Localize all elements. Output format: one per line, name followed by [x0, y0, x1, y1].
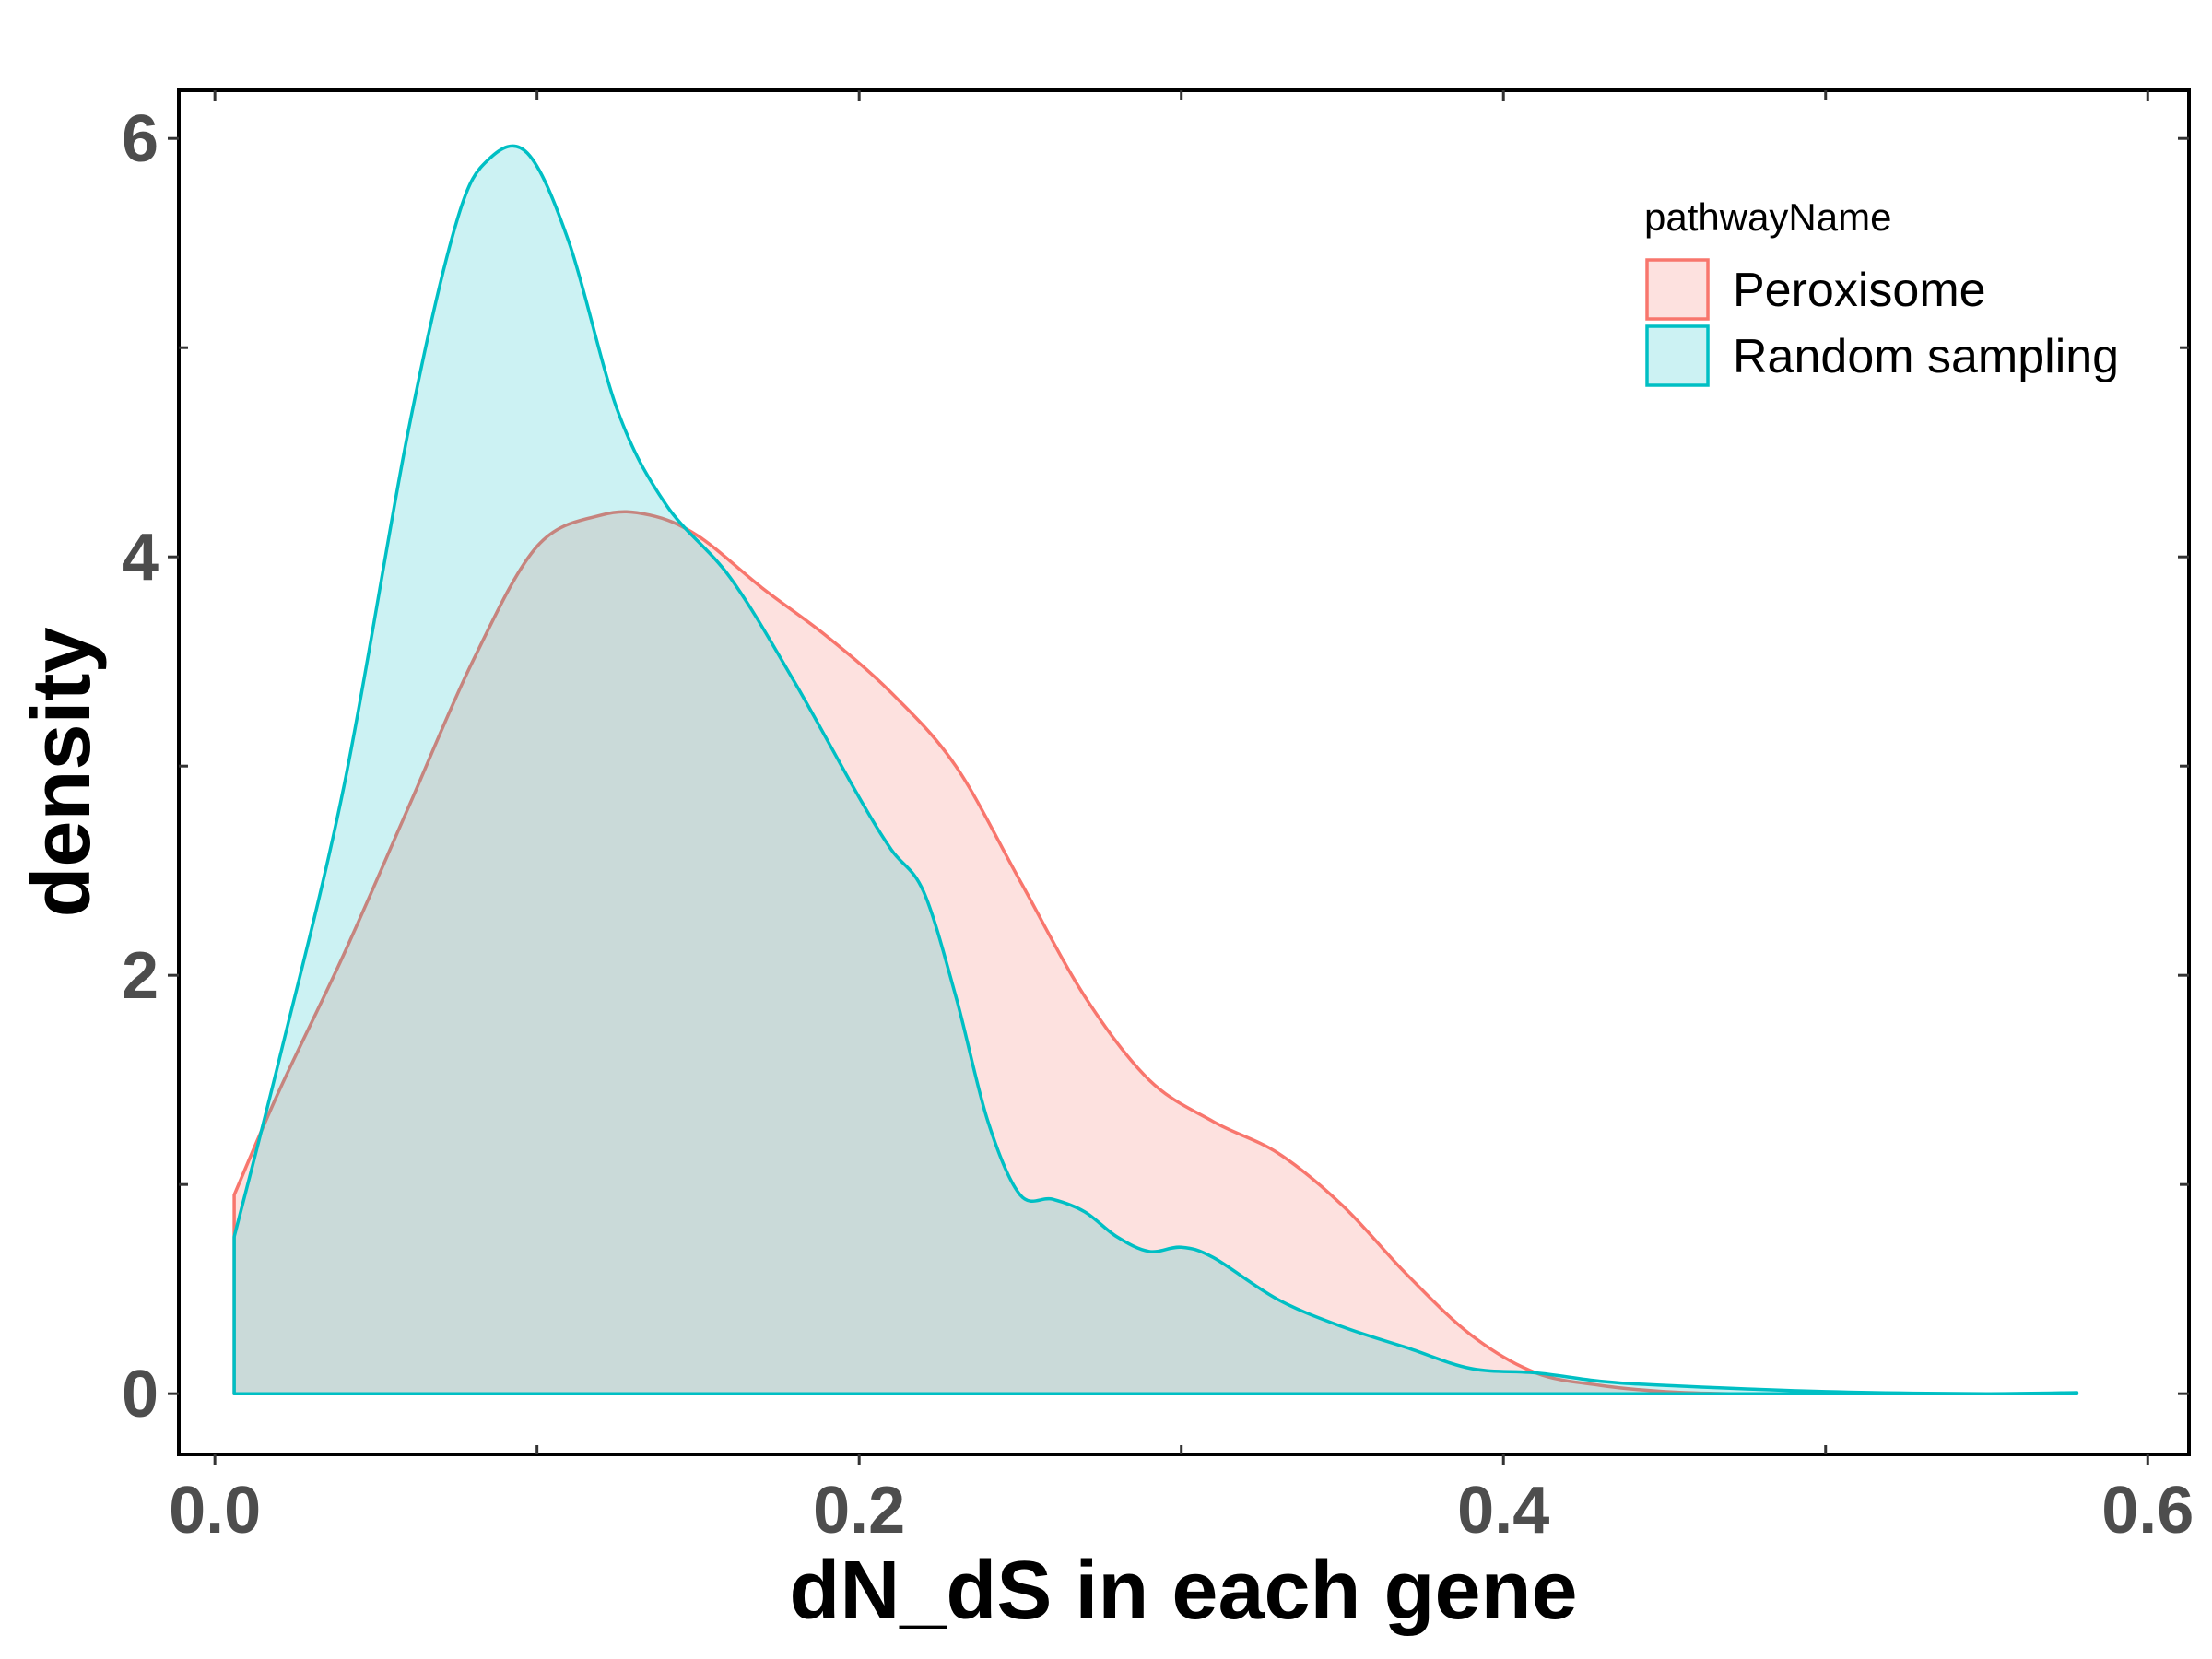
x-tick-label: 0.0 [169, 1474, 261, 1547]
legend-key-swatch [1645, 258, 1710, 321]
legend-entry-label: Random sampling [1733, 330, 2119, 383]
legend-entry-label: Peroxisome [1733, 264, 1986, 317]
x-tick-label: 0.4 [1457, 1474, 1549, 1547]
x-axis-title: dN_dS in each gene [789, 1545, 1577, 1637]
x-tick-label: 0.2 [813, 1474, 905, 1547]
legend-title: pathwayName [1644, 195, 1891, 239]
x-tick-label: 0.6 [2101, 1474, 2194, 1547]
x-axis: 0.0 0.2 0.4 0.6 [169, 90, 2194, 1547]
y-tick-label: 6 [122, 102, 159, 176]
legend: pathwayName Peroxisome Random sampling [1644, 195, 2119, 387]
legend-key-swatch [1645, 324, 1710, 387]
density-area-random-sampling [232, 144, 2079, 1395]
y-axis: 0 2 4 6 [122, 102, 2189, 1431]
y-tick-label: 4 [122, 521, 159, 594]
y-axis-title: density [16, 627, 108, 917]
density-area-peroxisome [232, 510, 1828, 1395]
y-tick-label: 0 [122, 1358, 159, 1431]
plot-panel-border [177, 88, 2191, 1456]
y-tick-label: 2 [122, 939, 159, 1013]
density-areas [232, 144, 2079, 1395]
